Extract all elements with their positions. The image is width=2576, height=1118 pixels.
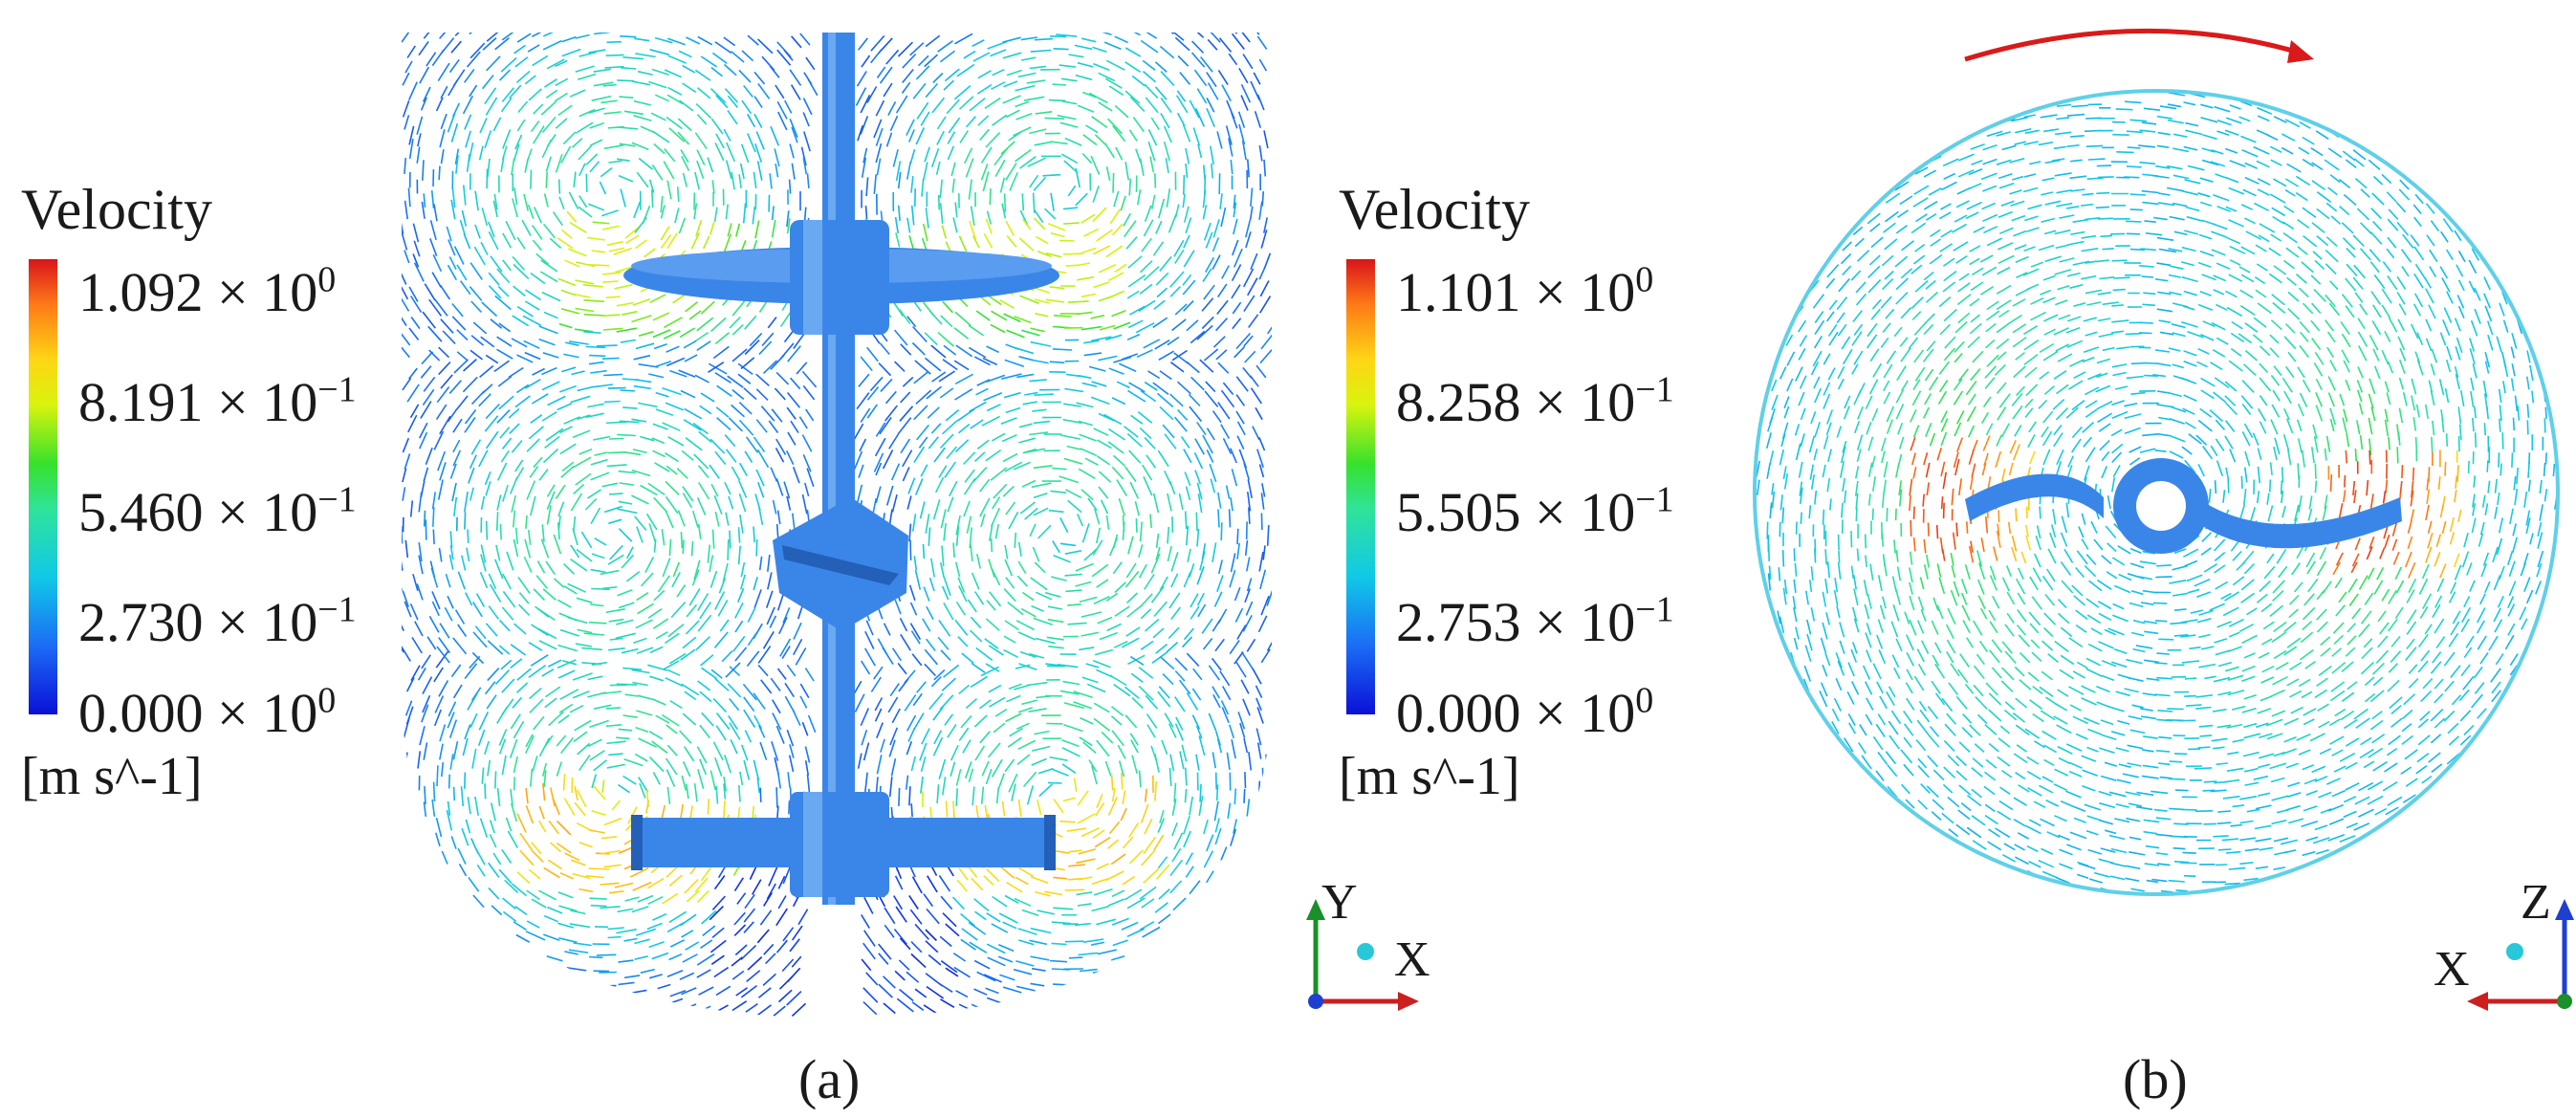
legend-tick: 1.101 × 100 xyxy=(1396,259,1654,323)
axis-triad-a: Y X xyxy=(1306,875,1430,1011)
legend-tick: 5.505 × 10−1 xyxy=(1396,479,1674,543)
legend-unit: [m s^-1] xyxy=(21,747,203,806)
legend-tick: 2.753 × 10−1 xyxy=(1396,589,1674,653)
shaft-highlight xyxy=(828,33,836,905)
legend-tick: 0.000 × 100 xyxy=(78,680,337,744)
rotation-direction-arrow xyxy=(1964,28,2303,62)
impeller-assembly xyxy=(623,33,1059,905)
legend-title: Velocity xyxy=(21,178,212,241)
legend-tick: 5.460 × 10−1 xyxy=(78,479,357,543)
color-scale-bar xyxy=(29,259,57,714)
legend-tick: 8.191 × 10−1 xyxy=(78,369,357,433)
legend-tick: 0.000 × 100 xyxy=(1396,680,1654,744)
panel-label-b: (b) xyxy=(2123,1048,2188,1110)
curved-blade-left xyxy=(1965,473,2104,521)
impeller-shaft xyxy=(822,33,855,905)
axis-label-y: Y xyxy=(1321,875,1358,930)
vessel-outline-top-view xyxy=(1753,89,2560,896)
axis-triad-b: Z X xyxy=(2434,875,2574,1011)
axis-label-x: X xyxy=(1394,932,1430,987)
axis-label-x: X xyxy=(2434,942,2470,997)
legend-tick: 8.258 × 10−1 xyxy=(1396,369,1674,433)
color-scale-bar xyxy=(1346,259,1375,714)
velocity-legend-a: Velocity 1.092 × 100 8.191 × 10−1 5.460 … xyxy=(21,177,394,806)
legend-tick: 2.730 × 10−1 xyxy=(78,589,357,653)
axis-label-z: Z xyxy=(2521,875,2551,930)
legend-unit: [m s^-1] xyxy=(1339,747,1520,806)
impeller-top-view xyxy=(1965,458,2402,554)
curved-blade-right xyxy=(2199,497,2402,549)
panel-label-a: (a) xyxy=(798,1048,861,1110)
legend-title: Velocity xyxy=(1339,178,1530,241)
velocity-legend-b: Velocity 1.101 × 100 8.258 × 10−1 5.505 … xyxy=(1339,177,1721,806)
legend-tick: 1.092 × 100 xyxy=(78,259,337,323)
